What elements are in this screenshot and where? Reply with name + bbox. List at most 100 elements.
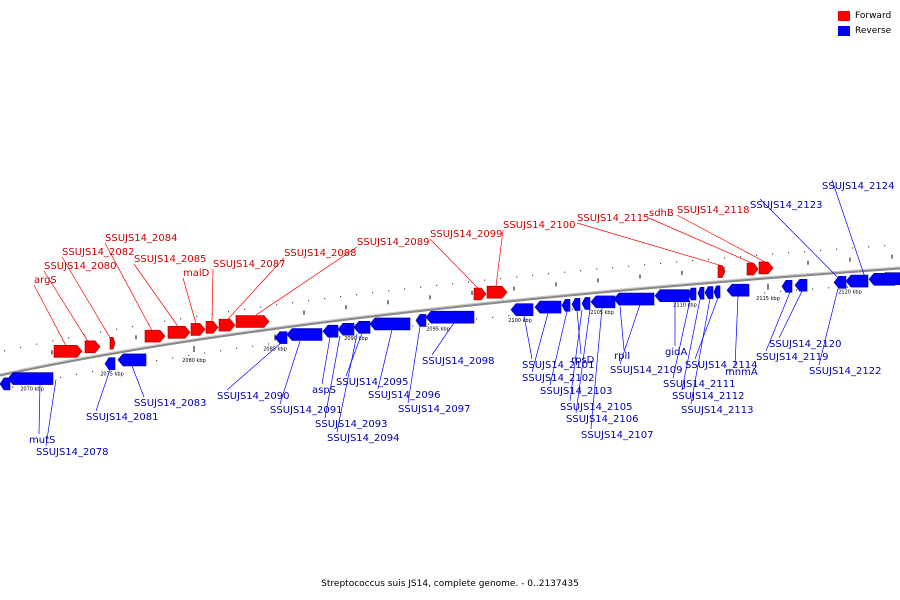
gene-arrow-reverse-1 <box>7 372 54 385</box>
guide-dot <box>212 313 214 315</box>
leader-line <box>648 217 753 264</box>
guide-dot <box>532 274 534 276</box>
leader-line <box>778 291 803 339</box>
guide-dot <box>548 273 550 275</box>
leader-line <box>690 298 711 405</box>
axis-tick-label: 2120 kbp <box>838 290 862 296</box>
leader-line <box>681 299 701 391</box>
gene-arrow-reverse-11 <box>425 310 475 324</box>
guide-dot <box>68 337 70 339</box>
gene-arrow-forward-0 <box>53 344 83 358</box>
gene-label-ssujs14-2115: SSUJS14_2115 <box>577 213 650 224</box>
gene-arrow-reverse-18 <box>613 292 655 306</box>
guide-dot <box>564 271 566 273</box>
leader-line <box>104 242 153 331</box>
guide-dot <box>820 249 822 251</box>
guide-dot <box>628 265 630 267</box>
guide-dot <box>660 262 662 264</box>
gene-label-ssujs14-2081: SSUJS14_2081 <box>86 412 159 423</box>
guide-dot <box>692 260 694 262</box>
guide-dot <box>276 304 278 306</box>
axis-tick-label: 2115 kbp <box>756 296 780 302</box>
guide-dot <box>308 300 310 302</box>
leader-line <box>345 333 363 377</box>
gene-label-ssujs14-2101: SSUJS14_2101 <box>522 360 595 371</box>
guide-dot <box>172 357 174 359</box>
gene-label-ssujs14-2119: SSUJS14_2119 <box>756 352 829 363</box>
guide-dot <box>500 277 502 280</box>
axis-tick-label: 2100 kbp <box>508 318 532 324</box>
gene-label-mnma: mnmA <box>725 367 758 378</box>
gene-label-ssujs14-2084: SSUJS14_2084 <box>105 233 178 244</box>
leader-line <box>61 256 111 338</box>
gene-label-ssujs14-2105: SSUJS14_2105 <box>560 402 633 413</box>
guide-dot <box>36 343 38 345</box>
leader-line <box>676 214 766 263</box>
guide-dot <box>20 346 22 348</box>
guide-dot <box>796 289 798 291</box>
gene-label-rpli: rplI <box>614 351 630 362</box>
legend-reverse-label: Reverse <box>855 25 892 36</box>
guide-dot <box>836 248 838 250</box>
guide-dot <box>596 268 598 270</box>
guide-dot <box>260 306 262 308</box>
gene-label-ssujs14-2111: SSUJS14_2111 <box>663 379 736 390</box>
leader-line <box>255 246 358 316</box>
axis-tick-label: 2075 kbp <box>100 371 124 377</box>
gene-arrow-reverse-9 <box>369 317 411 331</box>
gene-label-ssujs14-2098: SSUJS14_2098 <box>422 356 495 367</box>
legend-reverse: Reverse <box>838 23 891 38</box>
guide-dot <box>740 256 742 258</box>
gene-arrow-reverse-28 <box>845 274 869 288</box>
leader-line <box>576 222 722 266</box>
axis-tick-label: 2110 kbp <box>673 303 697 309</box>
legend: Forward Reverse <box>838 8 891 38</box>
gene-arrow-forward-5 <box>190 323 206 336</box>
forward-swatch <box>838 10 850 21</box>
guide-dot <box>244 308 246 310</box>
gene-label-ssujs14-2118: SSUJS14_2118 <box>677 205 750 216</box>
gene-label-ssujs14-2107: SSUJS14_2107 <box>581 430 654 441</box>
gene-arrow-reverse-14 <box>561 299 571 312</box>
guide-dot <box>164 320 166 322</box>
gene-arrow-forward-10 <box>486 285 508 299</box>
leader-line <box>377 329 393 390</box>
gene-label-rpsd: rpsD <box>571 355 595 366</box>
gene-label-args: argS <box>34 275 57 286</box>
leader-line <box>495 229 504 287</box>
gene-label-ssujs14-2078: SSUJS14_2078 <box>36 447 109 458</box>
leader-lines <box>33 179 869 447</box>
leader-line <box>324 335 341 419</box>
guide-dot <box>204 352 206 354</box>
gene-label-ssujs14-2085: SSUJS14_2085 <box>134 254 207 265</box>
leader-line <box>133 263 179 327</box>
guide-dot <box>812 288 814 290</box>
axis-tick-label: 2105 kbp <box>590 310 614 316</box>
gene-arrow-forward-11 <box>717 265 726 278</box>
guide-dot <box>788 252 790 254</box>
gene-label-ssujs14-2099: SSUJS14_2099 <box>430 229 503 240</box>
guide-dot <box>676 261 678 263</box>
guide-dot <box>708 258 710 260</box>
genome-backbone <box>0 266 900 377</box>
gene-label-ssujs14-2124: SSUJS14_2124 <box>822 181 895 192</box>
leader-line <box>227 257 285 320</box>
guide-dot <box>340 296 342 298</box>
guide-dot <box>852 247 854 249</box>
leader-line <box>569 309 583 402</box>
gene-arrow-reverse-21 <box>697 286 705 300</box>
gene-label-asps: aspS <box>312 385 336 396</box>
gene-arrow-reverse-17 <box>590 295 616 309</box>
axis-tick-label: 2095 kbp <box>426 327 450 333</box>
guide-dot <box>724 257 726 259</box>
guide-dot <box>12 386 14 388</box>
leader-line <box>45 379 57 447</box>
guide-dot <box>180 318 182 320</box>
gene-arrow-reverse-23 <box>713 285 721 299</box>
gene-label-ssujs14-2113: SSUJS14_2113 <box>681 405 754 416</box>
guide-dot <box>420 286 422 288</box>
guide-dot <box>236 347 238 349</box>
leader-line <box>818 288 839 366</box>
gene-arrow-reverse-12 <box>510 303 534 316</box>
guide-dot <box>804 251 806 253</box>
